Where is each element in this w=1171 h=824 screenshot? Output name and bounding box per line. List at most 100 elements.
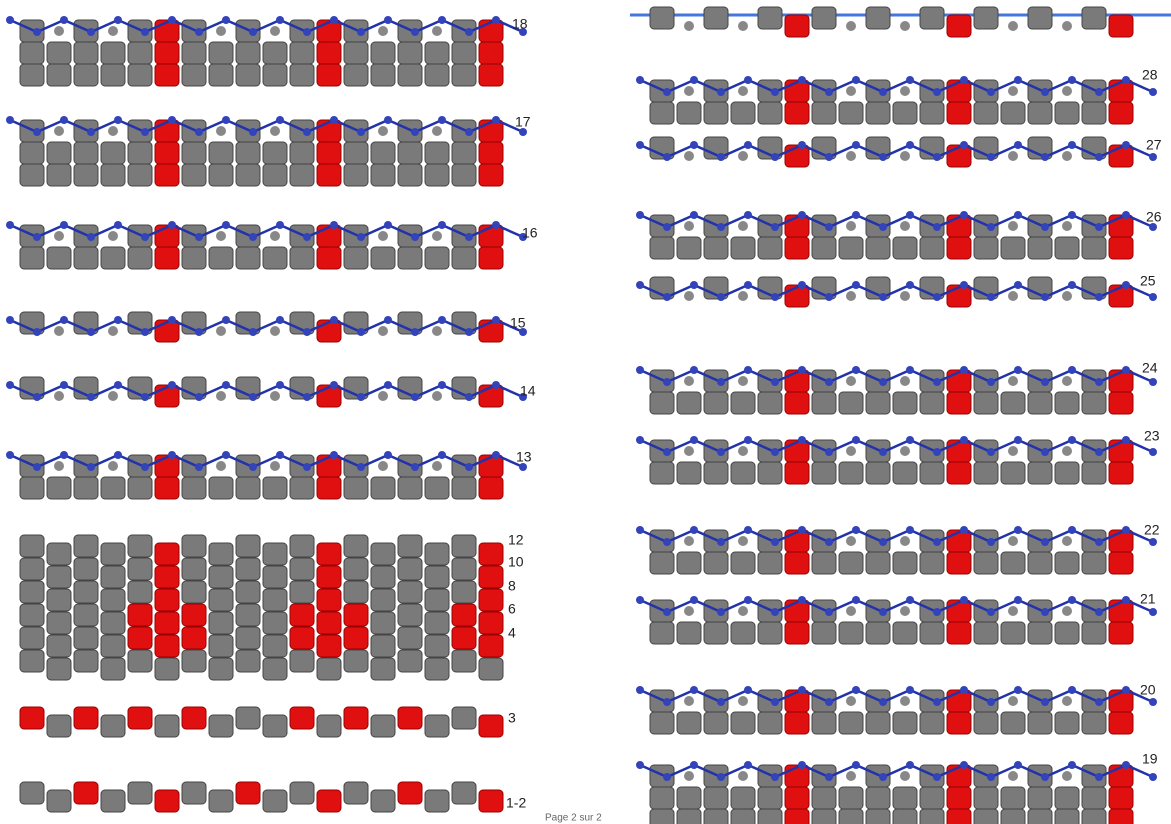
bead (919, 6, 945, 30)
thread (9, 118, 524, 134)
bead (451, 141, 477, 165)
dot (1062, 86, 1072, 96)
bead (127, 649, 153, 673)
thread-bead (987, 153, 995, 161)
bead (154, 246, 180, 270)
bead (649, 391, 675, 415)
bead (370, 63, 396, 87)
bead (370, 246, 396, 270)
bead (370, 634, 396, 658)
thread-bead (825, 293, 833, 301)
thread (639, 283, 1154, 299)
bead (865, 461, 891, 485)
dot (1008, 536, 1018, 546)
bead (478, 565, 504, 589)
bead (370, 714, 396, 738)
dot (684, 86, 694, 96)
bead (100, 163, 126, 187)
thread-bead (249, 463, 257, 471)
dot (900, 291, 910, 301)
bead (451, 781, 477, 805)
thread-bead (1014, 436, 1022, 444)
thread-bead (33, 128, 41, 136)
thread-bead (1041, 448, 1049, 456)
bead (1027, 808, 1053, 824)
bead (703, 461, 729, 485)
dot (54, 26, 64, 36)
bead (343, 534, 369, 558)
thread (639, 763, 1154, 779)
bead (838, 786, 864, 810)
bead (1000, 786, 1026, 810)
labels: 18 17 16 15 14 13 12 10 8 6 4 3 1-2 28 27 26 25 24 23 22 21 2… (506, 16, 1162, 811)
thread-bead (717, 378, 725, 386)
thread-bead (519, 463, 527, 471)
bead (1027, 786, 1053, 810)
thread-bead (879, 773, 887, 781)
bead (100, 657, 126, 681)
bead (127, 41, 153, 65)
thread-bead (987, 88, 995, 96)
dot (216, 391, 226, 401)
thread-bead (825, 223, 833, 231)
bead (208, 476, 234, 500)
thread-bead (744, 281, 752, 289)
dot (54, 326, 64, 336)
thread-bead (1095, 698, 1103, 706)
thread-bead (987, 538, 995, 546)
thread-bead (60, 381, 68, 389)
bead (784, 808, 810, 824)
bead (289, 603, 315, 627)
bead (703, 621, 729, 645)
thread-bead (87, 28, 95, 36)
bead (19, 41, 45, 65)
thread-bead (825, 538, 833, 546)
bead (397, 163, 423, 187)
dot (846, 151, 856, 161)
thread-bead (6, 316, 14, 324)
row-label: 20 (1140, 682, 1156, 698)
thread-bead (330, 316, 338, 324)
dot (108, 126, 118, 136)
bead (424, 163, 450, 187)
thread-bead (1041, 153, 1049, 161)
bead (1027, 101, 1053, 125)
dot (54, 126, 64, 136)
bead (181, 580, 207, 604)
thread-bead (798, 761, 806, 769)
bead (478, 611, 504, 635)
bead (865, 391, 891, 415)
thread-bead (987, 448, 995, 456)
dot (900, 696, 910, 706)
bead (235, 63, 261, 87)
row-label: 28 (1142, 67, 1158, 83)
bead (208, 588, 234, 612)
thread-bead (384, 116, 392, 124)
thread-bead (771, 698, 779, 706)
bead (208, 41, 234, 65)
bead (1027, 391, 1053, 415)
thread-bead (744, 366, 752, 374)
thread-bead (60, 16, 68, 24)
thread-bead (303, 328, 311, 336)
thread-bead (1068, 596, 1076, 604)
dot (432, 231, 442, 241)
dot (846, 291, 856, 301)
thread-bead (663, 698, 671, 706)
dot (846, 221, 856, 231)
bead (730, 101, 756, 125)
thread-bead (933, 88, 941, 96)
bead (46, 714, 72, 738)
bead (343, 781, 369, 805)
bead (100, 246, 126, 270)
bead (262, 565, 288, 589)
dot (684, 771, 694, 781)
thread-bead (852, 436, 860, 444)
bead (757, 391, 783, 415)
dot (846, 376, 856, 386)
bead (19, 706, 45, 730)
thread-bead (1149, 448, 1157, 456)
thread-bead (6, 381, 14, 389)
bead (316, 714, 342, 738)
thread-bead (960, 141, 968, 149)
